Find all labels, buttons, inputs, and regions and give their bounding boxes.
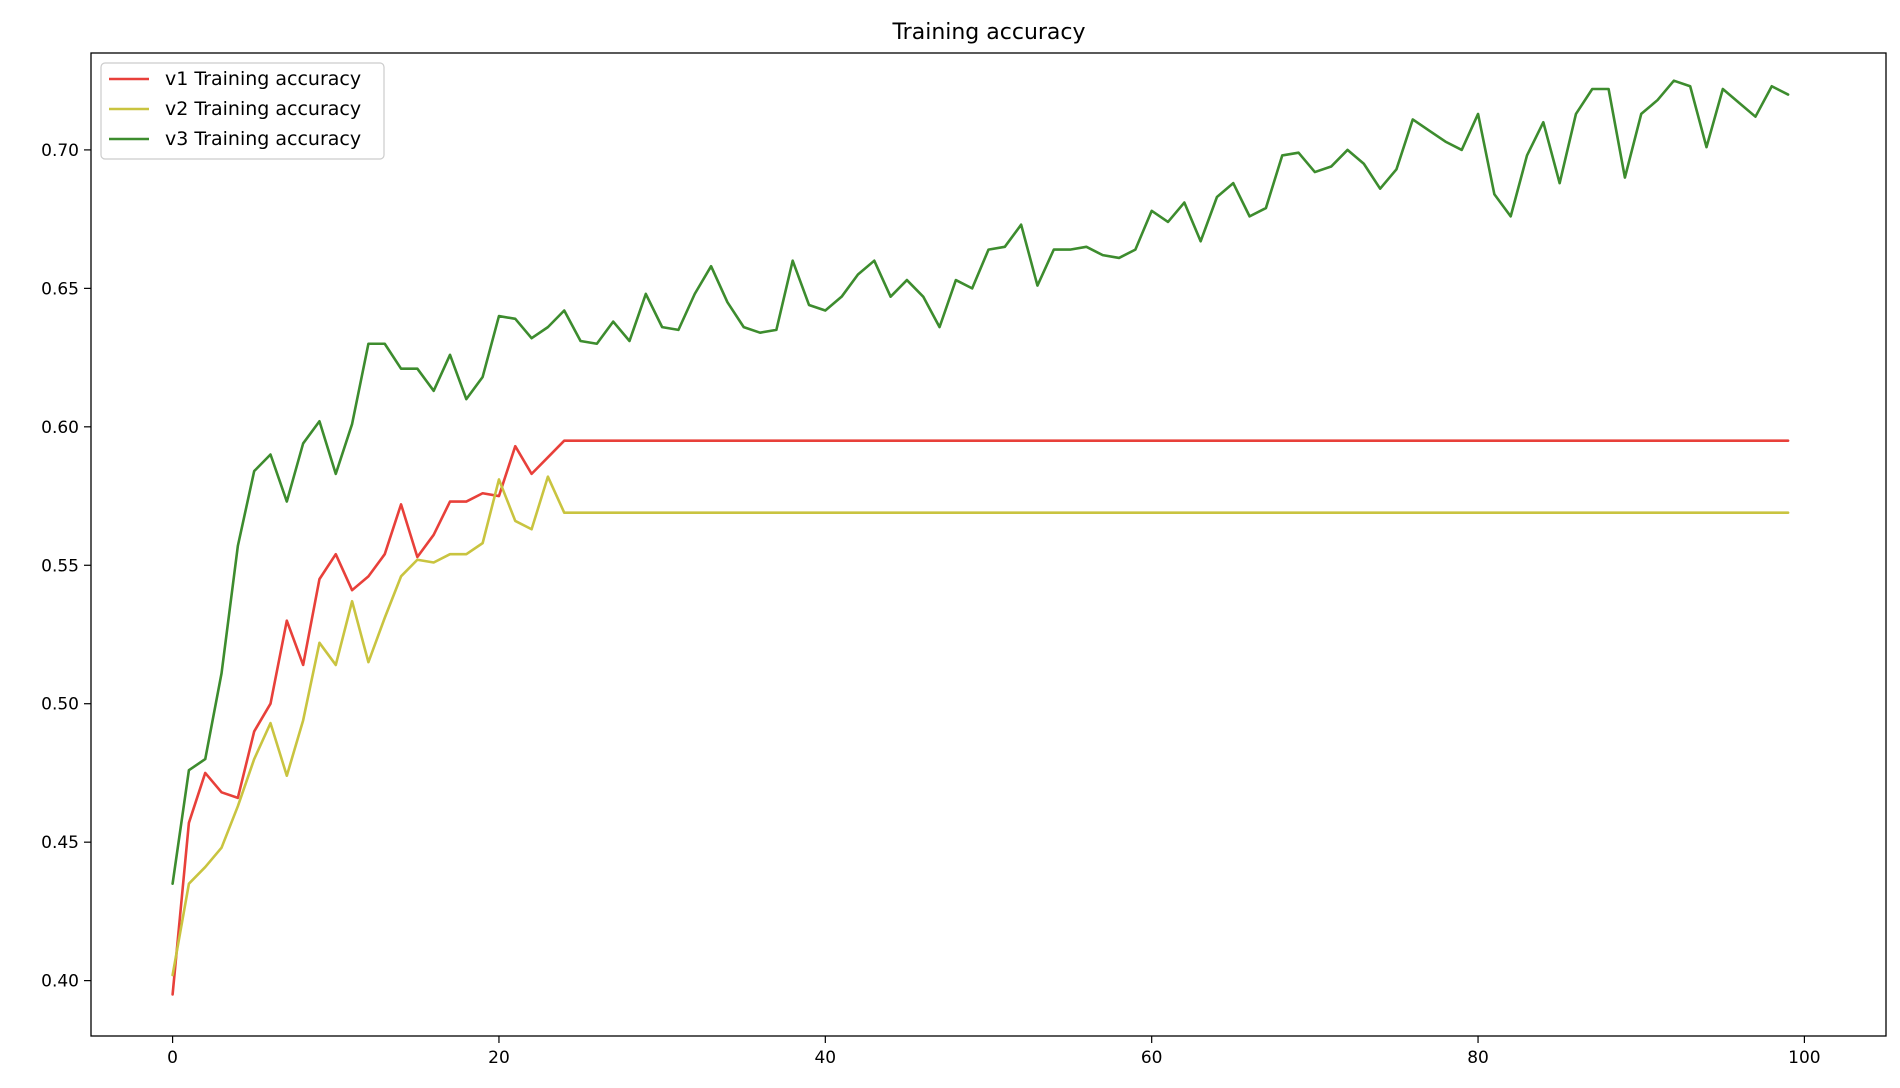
plot-frame bbox=[90, 52, 1887, 1037]
series-line-v1 bbox=[171, 439, 1790, 996]
y-tick-label: 0.45 bbox=[41, 833, 79, 853]
chart-title: Training accuracy bbox=[891, 20, 1085, 45]
y-tick-label: 0.55 bbox=[41, 556, 79, 576]
y-axis: 0.40 0.45 0.50 0.55 0.60 0.65 0.70 bbox=[41, 141, 91, 992]
x-tick-label: 0 bbox=[167, 1048, 178, 1068]
series-line-v3 bbox=[171, 79, 1790, 886]
legend-label: v2 Training accuracy bbox=[165, 98, 361, 120]
legend-label: v3 Training accuracy bbox=[165, 128, 361, 150]
plot-area bbox=[90, 52, 1887, 1037]
legend: v1 Training accuracy v2 Training accuracy… bbox=[100, 62, 385, 160]
x-tick-label: 40 bbox=[814, 1048, 836, 1068]
legend-box bbox=[100, 62, 385, 160]
y-tick-label: 0.60 bbox=[41, 418, 79, 438]
y-tick-label: 0.40 bbox=[41, 972, 79, 992]
x-tick-label: 20 bbox=[488, 1048, 510, 1068]
y-tick-label: 0.50 bbox=[41, 695, 79, 715]
x-tick-label: 100 bbox=[1788, 1048, 1820, 1068]
x-axis: 0 20 40 60 80 100 bbox=[167, 1036, 1821, 1068]
x-tick-label: 80 bbox=[1467, 1048, 1489, 1068]
x-tick-label: 60 bbox=[1141, 1048, 1163, 1068]
y-tick-label: 0.70 bbox=[41, 141, 79, 161]
y-tick-label: 0.65 bbox=[41, 279, 79, 299]
legend-label: v1 Training accuracy bbox=[165, 68, 361, 90]
series-line-v2 bbox=[171, 475, 1790, 977]
